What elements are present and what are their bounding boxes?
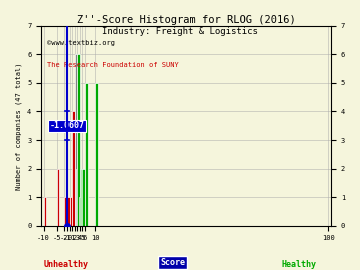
Bar <box>77 54 80 226</box>
Bar <box>44 197 46 226</box>
Bar <box>64 197 67 226</box>
Bar <box>78 197 81 226</box>
Bar <box>67 197 69 226</box>
Text: Score: Score <box>160 258 185 267</box>
Bar <box>82 169 85 226</box>
Text: The Research Foundation of SUNY: The Research Foundation of SUNY <box>47 62 179 68</box>
Text: ©www.textbiz.org: ©www.textbiz.org <box>47 40 115 46</box>
Y-axis label: Number of companies (47 total): Number of companies (47 total) <box>15 62 22 190</box>
Text: Unhealthy: Unhealthy <box>43 260 88 269</box>
Title: Z''-Score Histogram for RLOG (2016): Z''-Score Histogram for RLOG (2016) <box>77 15 296 25</box>
Bar <box>75 54 77 226</box>
Text: Industry: Freight & Logistics: Industry: Freight & Logistics <box>102 27 258 36</box>
Bar <box>80 169 82 226</box>
Text: -1.0607: -1.0607 <box>49 121 84 130</box>
Bar <box>95 83 98 226</box>
Bar <box>76 169 78 226</box>
Bar <box>57 169 59 226</box>
Bar <box>72 112 75 226</box>
Bar <box>85 83 87 226</box>
Text: Healthy: Healthy <box>282 260 317 269</box>
Bar <box>81 169 84 226</box>
Bar <box>69 197 72 226</box>
